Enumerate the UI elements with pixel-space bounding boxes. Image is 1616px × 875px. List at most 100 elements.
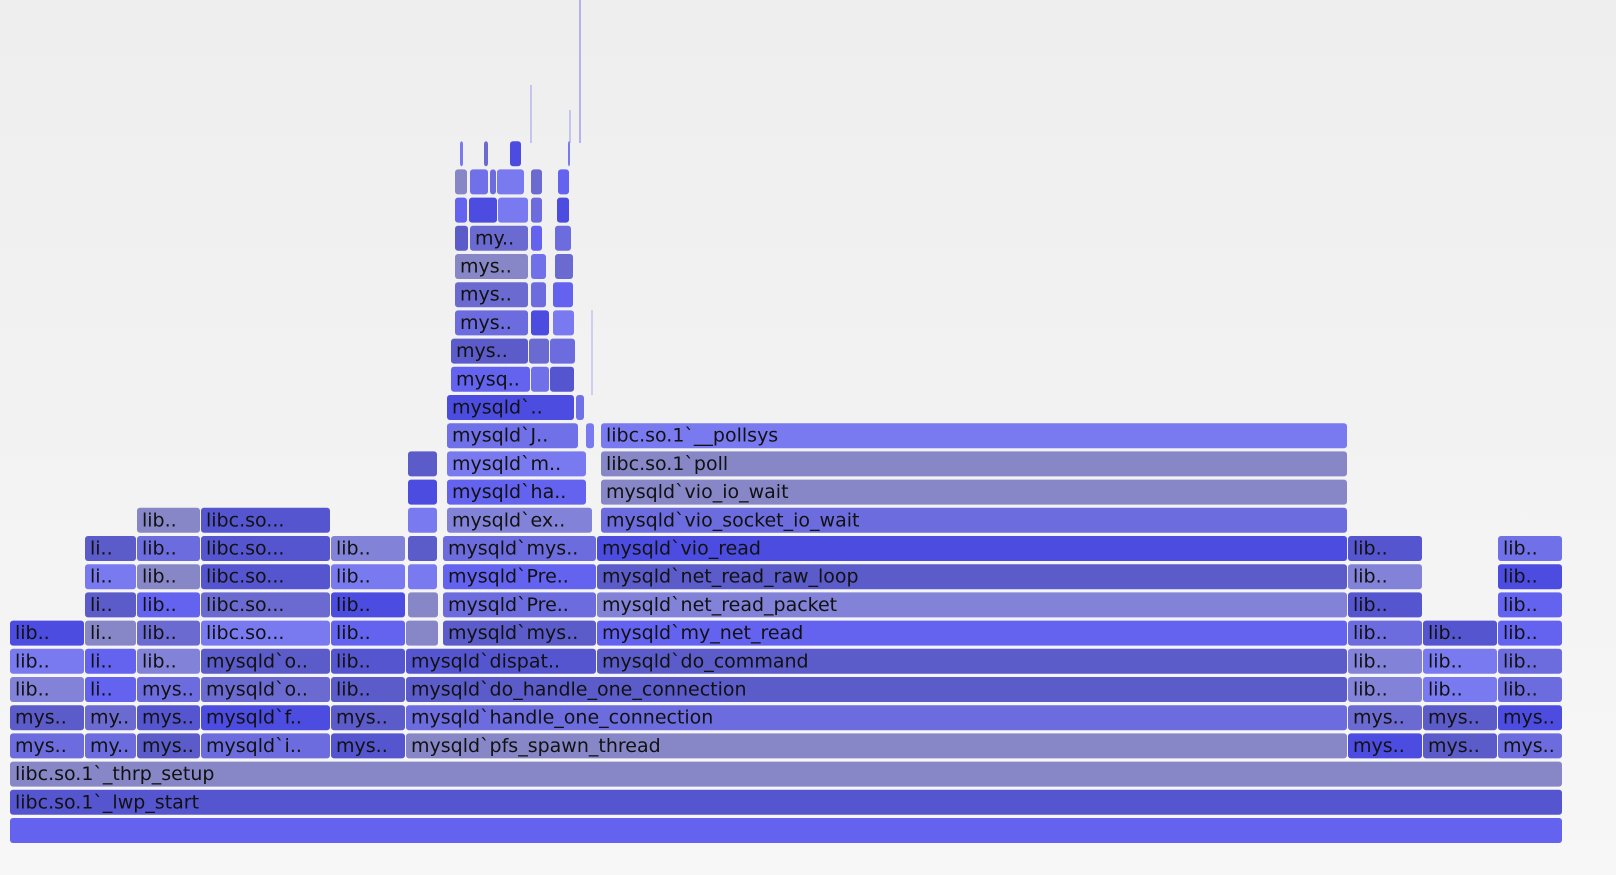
frame[interactable]	[447, 479, 586, 505]
frame[interactable]	[1423, 648, 1497, 674]
frame[interactable]	[408, 451, 437, 477]
frame[interactable]	[1423, 620, 1497, 646]
frame[interactable]	[201, 620, 330, 646]
frame[interactable]	[85, 733, 136, 759]
frame[interactable]	[10, 620, 84, 646]
frame[interactable]	[137, 733, 200, 759]
frame[interactable]	[331, 705, 405, 731]
frame[interactable]	[137, 507, 200, 533]
frame[interactable]	[597, 536, 1347, 561]
frame[interactable]	[443, 536, 596, 561]
frame[interactable]	[408, 564, 437, 590]
frame[interactable]	[447, 507, 592, 533]
frame[interactable]	[470, 169, 488, 195]
frame[interactable]	[201, 648, 330, 674]
frame[interactable]	[455, 254, 528, 279]
frame[interactable]	[1423, 677, 1497, 702]
frame[interactable]	[601, 423, 1347, 449]
frame[interactable]	[443, 592, 596, 618]
frame[interactable]	[529, 338, 549, 364]
frame[interactable]	[10, 761, 1562, 787]
frame[interactable]	[455, 282, 528, 308]
frame[interactable]	[447, 395, 574, 420]
frame[interactable]	[601, 451, 1347, 477]
frame[interactable]	[1498, 733, 1562, 759]
frame[interactable]	[331, 733, 405, 759]
frame[interactable]	[85, 592, 136, 618]
frame[interactable]	[490, 169, 496, 195]
frame[interactable]	[553, 310, 574, 336]
frame[interactable]	[201, 705, 330, 731]
frame[interactable]	[460, 141, 463, 167]
frame[interactable]	[331, 648, 405, 674]
frame[interactable]	[498, 197, 528, 223]
frame[interactable]	[555, 225, 571, 251]
frame[interactable]	[1348, 677, 1422, 702]
frame[interactable]	[550, 366, 574, 392]
frame[interactable]	[137, 536, 200, 561]
frame[interactable]	[406, 733, 1347, 759]
frame[interactable]	[601, 479, 1347, 505]
frame[interactable]	[1498, 564, 1562, 590]
frame[interactable]	[10, 677, 84, 702]
frame[interactable]	[531, 310, 549, 336]
frame[interactable]	[137, 564, 200, 590]
frame[interactable]	[201, 564, 330, 590]
frame[interactable]	[597, 592, 1347, 618]
frame[interactable]	[331, 592, 405, 618]
frame[interactable]	[85, 564, 136, 590]
frame[interactable]	[555, 254, 573, 279]
frame[interactable]	[406, 705, 1347, 731]
frame[interactable]	[201, 677, 330, 702]
frame[interactable]	[497, 169, 524, 195]
frame[interactable]	[568, 141, 570, 167]
frame[interactable]	[201, 592, 330, 618]
frame[interactable]	[531, 282, 546, 308]
frame[interactable]	[137, 592, 200, 618]
frame[interactable]	[597, 564, 1347, 590]
frame[interactable]	[447, 423, 578, 449]
frame[interactable]	[1348, 564, 1422, 590]
frame[interactable]	[553, 282, 573, 308]
frame[interactable]	[1498, 620, 1562, 646]
frame[interactable]	[10, 818, 1562, 843]
frame[interactable]	[406, 648, 596, 674]
frame[interactable]	[455, 197, 467, 223]
frame[interactable]	[85, 648, 136, 674]
frame[interactable]	[1423, 733, 1497, 759]
frame[interactable]	[137, 620, 200, 646]
frame[interactable]	[331, 677, 405, 702]
frame[interactable]	[469, 197, 497, 223]
frame[interactable]	[1348, 620, 1422, 646]
frame[interactable]	[331, 536, 405, 561]
frame[interactable]	[1348, 705, 1422, 731]
frame[interactable]	[558, 169, 569, 195]
frame[interactable]	[531, 366, 549, 392]
frame[interactable]	[451, 366, 530, 392]
frame[interactable]	[85, 536, 136, 561]
frame[interactable]	[201, 536, 330, 561]
frame[interactable]	[576, 395, 584, 420]
frame[interactable]	[10, 789, 1562, 815]
frame[interactable]	[601, 507, 1347, 533]
frame[interactable]	[455, 310, 528, 336]
frame[interactable]	[510, 141, 521, 167]
frame[interactable]	[455, 225, 468, 251]
frame[interactable]	[597, 648, 1347, 674]
frame[interactable]	[408, 479, 437, 505]
frame[interactable]	[1498, 677, 1562, 702]
frame[interactable]	[10, 705, 84, 731]
frame[interactable]	[137, 648, 200, 674]
frame[interactable]	[406, 677, 1347, 702]
frame[interactable]	[137, 705, 200, 731]
frame[interactable]	[1423, 705, 1497, 731]
frame[interactable]	[531, 225, 542, 251]
frame[interactable]	[201, 507, 330, 533]
frame[interactable]	[597, 620, 1347, 646]
frame[interactable]	[331, 620, 405, 646]
frame[interactable]	[1348, 648, 1422, 674]
frame[interactable]	[447, 451, 586, 477]
frame[interactable]	[137, 677, 200, 702]
frame[interactable]	[531, 169, 542, 195]
frame[interactable]	[10, 733, 84, 759]
